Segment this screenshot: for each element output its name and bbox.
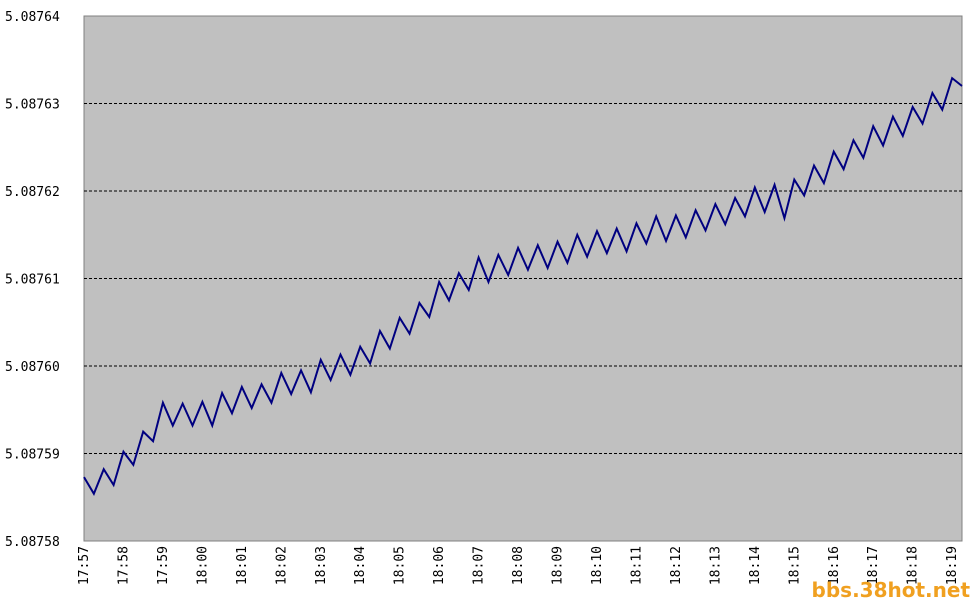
x-tick-label: 18:18 [906,546,921,585]
x-tick-label: 18:10 [590,546,605,585]
x-tick-label: 18:08 [511,546,526,585]
x-tick-label: 18:09 [551,546,566,585]
x-tick-label: 18:06 [432,546,447,585]
y-tick-label: 5.08762 [5,185,60,200]
x-tick-label: 18:04 [353,546,368,585]
x-tick-label: 17:59 [156,546,171,585]
y-tick-label: 5.08761 [5,273,60,288]
x-tick-label: 18:03 [314,546,329,585]
x-tick-label: 18:16 [827,546,842,585]
x-tick-label: 18:17 [866,546,881,585]
x-tick-label: 18:19 [945,546,960,585]
x-tick-label: 18:13 [708,546,723,585]
x-tick-label: 18:11 [629,546,644,585]
y-tick-label: 5.08758 [5,535,60,550]
x-tick-label: 18:05 [393,546,408,585]
line [83,76,963,496]
y-tick-label: 5.08764 [5,10,60,25]
x-tick-label: 18:07 [472,546,487,585]
y-tick-label: 5.08759 [5,448,60,463]
x-tick-label: 18:02 [274,546,289,585]
watermark: bbs.38hot.net [812,578,971,601]
x-tick-label: 18:01 [235,546,250,585]
x-tick-label: 17:57 [77,546,92,585]
y-tick-label: 5.08760 [5,360,60,375]
x-tick-label: 18:14 [748,546,763,585]
x-tick-label: 18:12 [669,546,684,585]
x-tick-label: 18:00 [195,546,210,585]
x-tick-label: 17:58 [116,546,131,585]
y-tick-label: 5.08763 [5,98,60,113]
x-tick-label: 18:15 [787,546,802,585]
